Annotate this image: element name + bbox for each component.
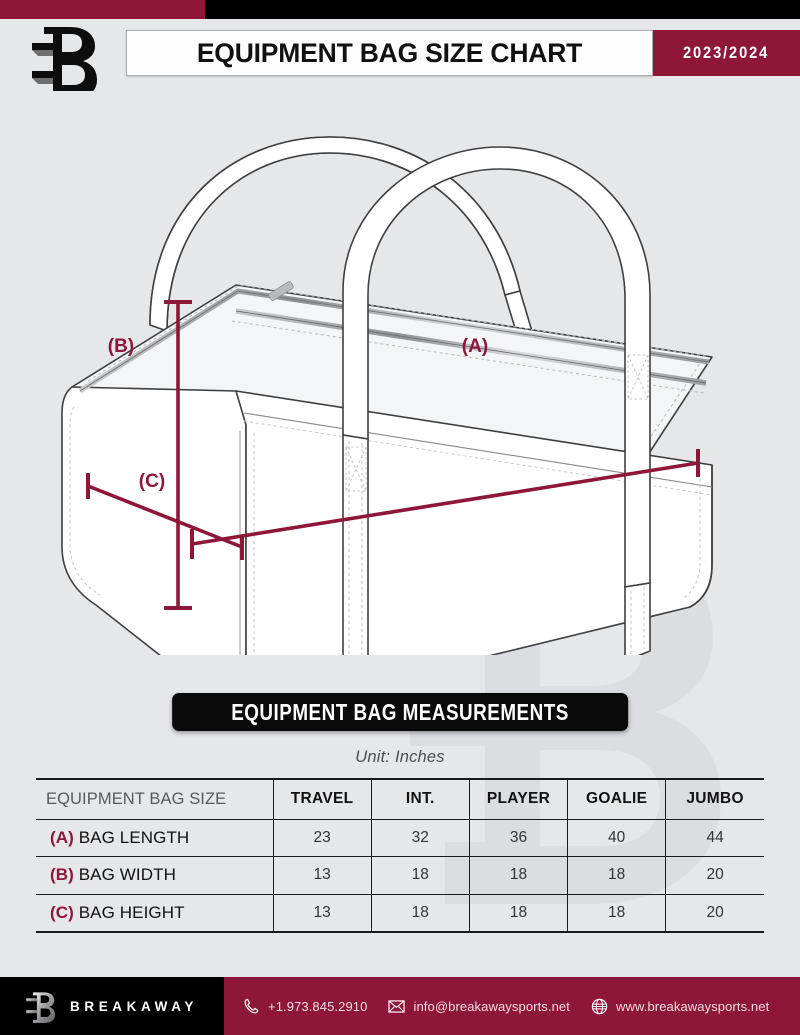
- breakaway-b-logo-icon: [32, 27, 97, 91]
- table-row: (A) BAG LENGTH 23 32 36 40 44: [36, 819, 764, 857]
- footer-contact-email[interactable]: info@breakawaysports.net: [387, 997, 570, 1016]
- row-tag-b: (B): [50, 865, 74, 885]
- cell-width-travel: 13: [272, 856, 372, 895]
- season-badge-text: 2023/2024: [683, 43, 770, 62]
- callout-b-label: (B): [108, 336, 134, 357]
- page-title-text: EQUIPMENT BAG SIZE CHART: [196, 37, 583, 68]
- section-title-text: EQUIPMENT BAG MEASUREMENTS: [231, 698, 569, 725]
- footer-brand-block: BREAKAWAY: [0, 977, 224, 1035]
- breakaway-b-logo-icon: [26, 992, 56, 1023]
- callout-a-label: (A): [462, 336, 488, 357]
- row-tag-a: (A): [50, 827, 74, 847]
- measurements-table-wrapper: EQUIPMENT BAG SIZE TRAVEL INT. PLAYER GO…: [36, 778, 764, 933]
- footer-email-text: info@breakawaysports.net: [413, 998, 570, 1014]
- page-header: EQUIPMENT BAG SIZE CHART 2023/2024: [0, 19, 800, 91]
- cell-height-jumbo: 20: [665, 894, 764, 933]
- table-header-row: EQUIPMENT BAG SIZE TRAVEL INT. PLAYER GO…: [36, 778, 764, 820]
- cell-length-player: 36: [468, 819, 568, 857]
- duffle-bag-drawing: (A) (B) (C): [61, 136, 713, 716]
- season-badge: 2023/2024: [653, 30, 800, 76]
- cell-length-jumbo: 44: [665, 819, 764, 857]
- footer-contact-phone[interactable]: +1.973.845.2910: [242, 997, 367, 1016]
- cell-width-goalie: 18: [567, 856, 666, 895]
- row-label-bag-length: (A) BAG LENGTH: [36, 819, 274, 857]
- cell-height-goalie: 18: [567, 894, 666, 933]
- row-label-bag-width: (B) BAG WIDTH: [36, 856, 274, 895]
- bag-illustration: (A) (B) (C): [0, 95, 800, 716]
- measurements-table: EQUIPMENT BAG SIZE TRAVEL INT. PLAYER GO…: [36, 778, 764, 933]
- cell-length-travel: 23: [272, 819, 372, 857]
- cell-height-player: 18: [468, 894, 568, 933]
- cell-length-int: 32: [370, 819, 470, 857]
- footer-contact-website[interactable]: www.breakawaysports.net: [590, 997, 769, 1016]
- phone-icon: [244, 998, 259, 1013]
- table-row-header-label: EQUIPMENT BAG SIZE: [36, 778, 274, 820]
- footer-website-text: www.breakawaysports.net: [615, 998, 770, 1014]
- cell-height-travel: 13: [272, 894, 372, 933]
- globe-icon: [591, 998, 608, 1014]
- envelope-icon: [388, 999, 406, 1013]
- row-name-bag-width: BAG WIDTH: [78, 865, 176, 885]
- cell-length-goalie: 40: [567, 819, 666, 857]
- unit-note: Unit: Inches: [355, 748, 445, 766]
- page-title: EQUIPMENT BAG SIZE CHART: [126, 30, 653, 76]
- row-tag-c: (C): [50, 902, 74, 922]
- cell-height-int: 18: [370, 894, 470, 933]
- column-header-jumbo: JUMBO: [665, 778, 764, 820]
- topbar-accent-black: [205, 0, 800, 19]
- column-header-travel: TRAVEL: [272, 778, 372, 820]
- callout-c-label: (C): [139, 471, 165, 492]
- column-header-player: PLAYER: [468, 778, 568, 820]
- cell-width-player: 18: [468, 856, 568, 895]
- cell-width-int: 18: [370, 856, 470, 895]
- table-row: (C) BAG HEIGHT 13 18 18 18 20: [36, 894, 764, 933]
- table-row: (B) BAG WIDTH 13 18 18 18 20: [36, 856, 764, 895]
- column-header-goalie: GOALIE: [567, 778, 666, 820]
- row-name-bag-length: BAG LENGTH: [78, 827, 190, 847]
- footer-phone-text: +1.973.845.2910: [268, 998, 368, 1014]
- column-header-int: INT.: [370, 778, 470, 820]
- cell-width-jumbo: 20: [665, 856, 764, 895]
- row-name-bag-height: BAG HEIGHT: [78, 902, 185, 922]
- row-label-bag-height: (C) BAG HEIGHT: [36, 894, 274, 933]
- section-title-badge: EQUIPMENT BAG MEASUREMENTS: [172, 693, 628, 731]
- footer-contact-block: +1.973.845.2910 info@breakawaysports.net…: [224, 977, 800, 1035]
- page-footer: BREAKAWAY +1.973.845.2910 info@breakaway…: [0, 977, 800, 1035]
- topbar-accent-maroon: [0, 0, 205, 19]
- footer-brand-word: BREAKAWAY: [70, 998, 198, 1014]
